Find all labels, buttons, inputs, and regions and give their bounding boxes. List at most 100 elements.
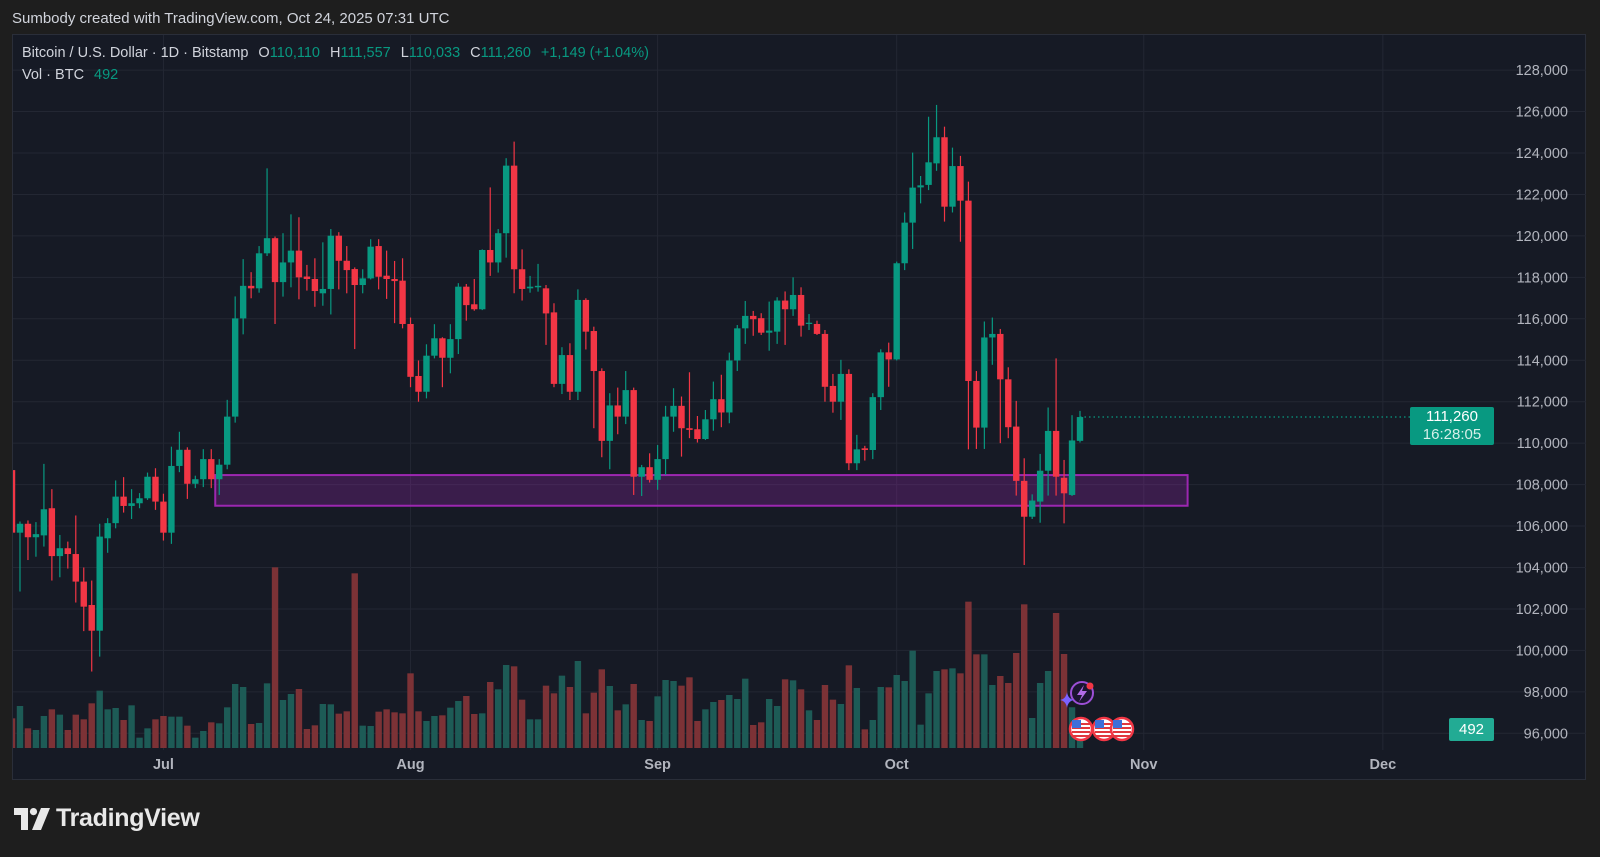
candle <box>949 147 956 213</box>
candle <box>734 325 741 372</box>
symbol-title[interactable]: Bitcoin / U.S. Dollar · 1D · Bitstamp <box>22 45 249 61</box>
volume-bar <box>989 685 996 748</box>
candle <box>136 493 143 509</box>
us-flag-icon[interactable] <box>1109 716 1135 742</box>
candle-body <box>662 416 669 460</box>
volume-bar <box>287 694 295 748</box>
volume-bar <box>837 704 845 748</box>
candle-body <box>120 496 127 506</box>
candle <box>829 373 837 413</box>
volume-bar <box>861 729 869 748</box>
candle <box>399 258 406 329</box>
lightning-event-icon[interactable] <box>1070 681 1094 705</box>
volume-label[interactable]: Vol · BTC <box>22 67 85 83</box>
candle <box>13 470 16 533</box>
candle <box>494 229 502 273</box>
price-axis-label: 126,000 <box>1516 105 1568 121</box>
candle-body <box>319 288 327 294</box>
candle <box>455 283 462 355</box>
price-axis-label: 122,000 <box>1516 187 1568 203</box>
volume-bar <box>463 696 470 748</box>
volume-bar <box>104 709 111 748</box>
candle-body <box>797 294 805 326</box>
candle <box>423 344 430 399</box>
candle <box>72 515 79 603</box>
candle-body <box>542 288 550 314</box>
candle-body <box>654 459 661 480</box>
candle <box>534 263 542 292</box>
candle-body <box>168 465 175 533</box>
volume-bar <box>1052 613 1060 748</box>
candle-body <box>359 278 366 286</box>
volume-bar <box>686 677 693 748</box>
volume-bar <box>925 693 932 748</box>
sparkle-icon[interactable] <box>1060 692 1074 708</box>
volume-bar <box>439 715 446 748</box>
candle <box>1044 407 1052 496</box>
candle-body <box>646 467 653 480</box>
bar-countdown: 16:28:05 <box>1422 426 1482 443</box>
volume-bar <box>479 713 486 748</box>
tradingview-logo[interactable]: TradingView <box>14 804 200 833</box>
volume-bar <box>343 711 350 748</box>
volume-bar <box>184 725 191 748</box>
candle <box>702 409 709 441</box>
volume-bar <box>176 716 183 748</box>
volume-bar <box>1028 718 1036 748</box>
candle <box>487 187 494 276</box>
candle <box>255 246 263 293</box>
candle <box>271 236 279 324</box>
flag-stripe <box>1072 735 1090 737</box>
candle-body <box>239 285 247 319</box>
candle <box>718 374 725 428</box>
candle-body <box>885 352 892 360</box>
us-flag-icon[interactable] <box>1068 716 1094 742</box>
chart-credit-text: Sumbody created with TradingView.com, Oc… <box>12 10 450 27</box>
volume-bar <box>399 713 406 748</box>
candle <box>773 297 781 344</box>
open-label: O <box>258 45 270 61</box>
candle <box>311 258 319 307</box>
candle-body <box>510 165 518 270</box>
candle <box>758 313 765 335</box>
volume-bar <box>606 686 613 748</box>
volume-bar <box>638 720 645 748</box>
price-axis-label: 124,000 <box>1516 146 1568 162</box>
volume-bar <box>845 665 853 748</box>
volume-bar <box>702 709 709 748</box>
candle <box>582 298 590 350</box>
volume-bar <box>853 688 861 748</box>
candle <box>1060 459 1068 524</box>
volume-tag: 492 <box>1449 718 1494 741</box>
candle <box>80 567 87 632</box>
volume-bar <box>1036 683 1044 748</box>
candle <box>16 521 24 592</box>
us-flag-icon[interactable] <box>1091 716 1117 742</box>
candle-body <box>837 373 845 402</box>
last-price: 111,260 <box>1426 408 1478 425</box>
candle-body <box>224 416 231 465</box>
candle <box>343 246 350 294</box>
close-label: C <box>470 45 481 61</box>
candle <box>821 329 829 402</box>
volume-bar <box>558 675 566 748</box>
volume-bar <box>271 567 279 748</box>
candle-body <box>965 200 972 381</box>
candle <box>144 472 151 500</box>
candle <box>997 328 1004 444</box>
volume-bar <box>694 721 701 748</box>
candle-body <box>184 449 191 484</box>
candle <box>933 104 940 171</box>
candle <box>479 249 486 311</box>
candle <box>606 393 613 470</box>
volume-bar <box>678 685 685 748</box>
volume-bar <box>933 671 940 748</box>
candle-body <box>686 428 693 430</box>
volume-bar <box>263 683 271 748</box>
candle-body <box>487 249 494 263</box>
candle <box>742 300 749 344</box>
candle-body <box>64 548 72 555</box>
candle <box>1068 415 1076 496</box>
